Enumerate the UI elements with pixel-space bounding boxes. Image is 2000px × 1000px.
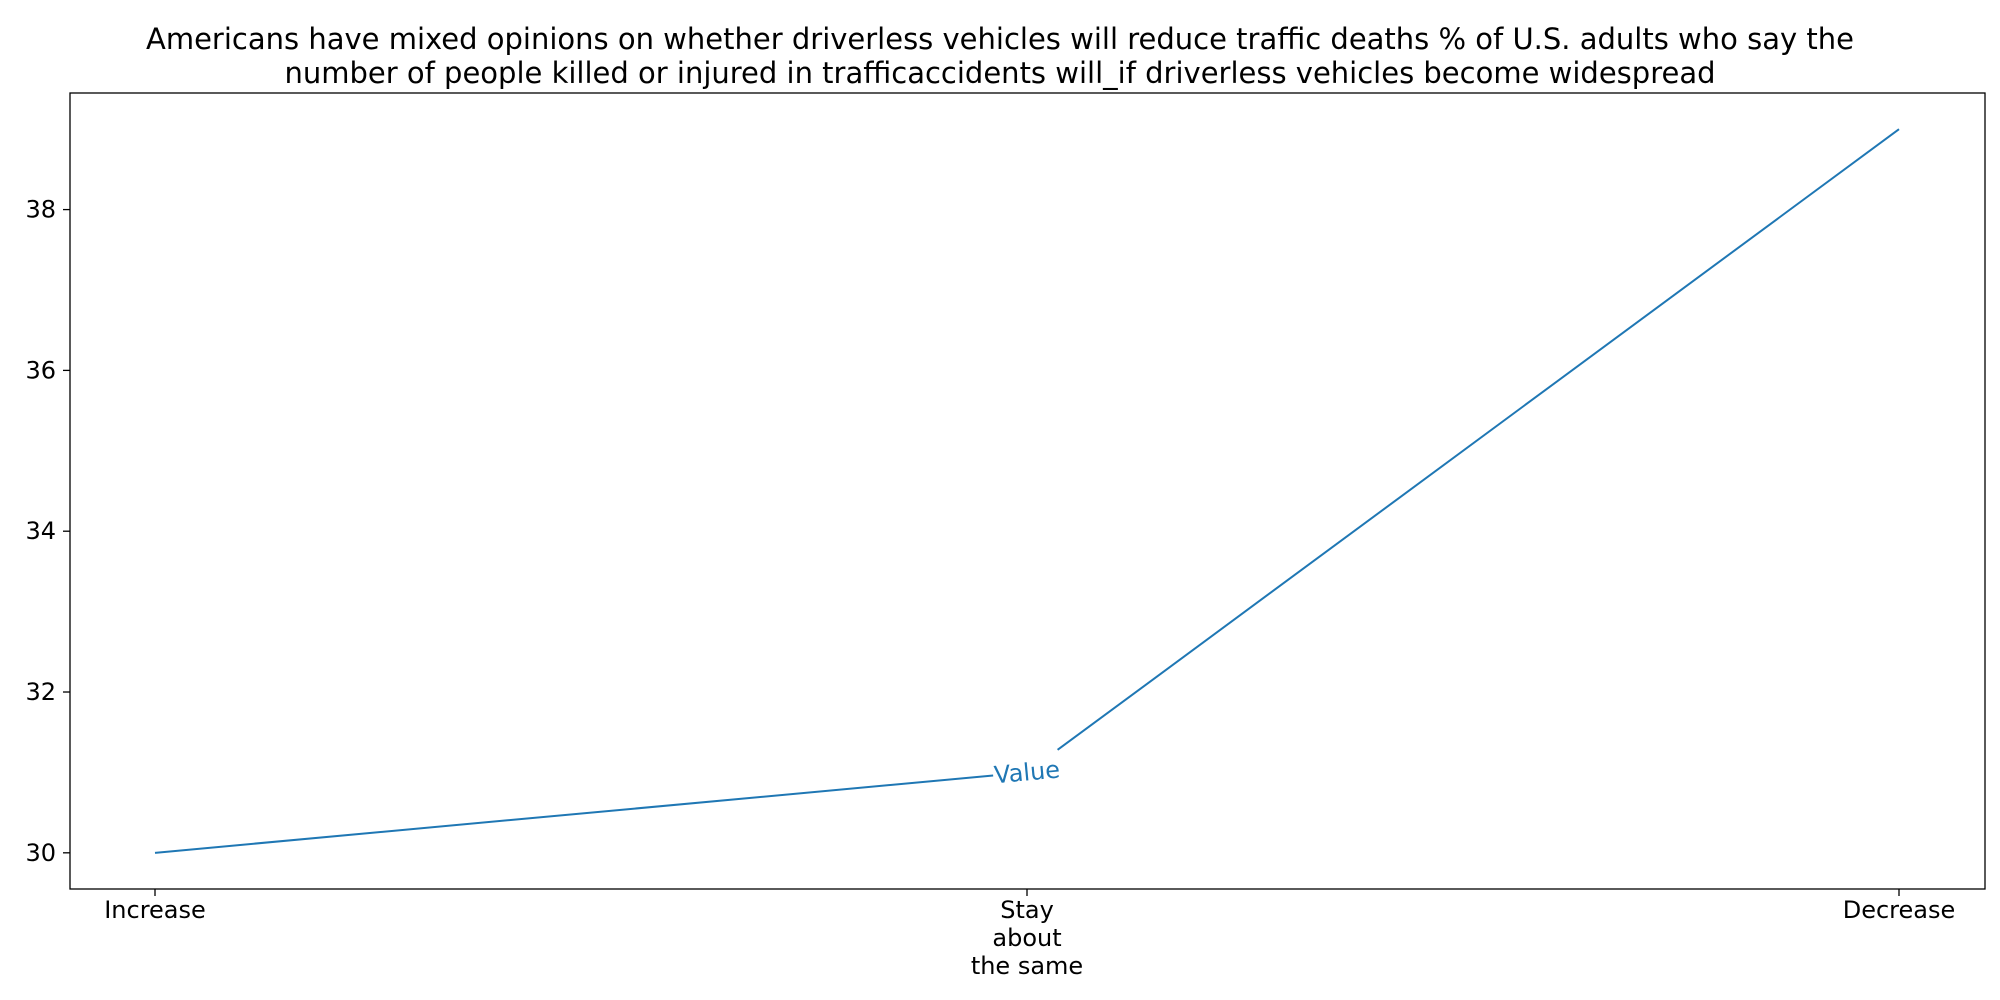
chart-title-line-2: number of people killed or injured in tr… (284, 56, 1716, 90)
y-tick-label: 30 (25, 839, 56, 867)
x-tick-label: Decrease (1843, 896, 1956, 924)
y-tick-label: 36 (25, 356, 56, 384)
series-inline-label: Value (993, 755, 1061, 789)
x-tick-label: Increase (104, 896, 206, 924)
y-axis: 30 32 34 36 38 (25, 196, 70, 867)
x-tick-label: Stay (1000, 896, 1054, 924)
y-tick-label: 32 (25, 678, 56, 706)
series-line-segment (1056, 128, 1900, 751)
chart-title: Americans have mixed opinions on whether… (0, 22, 2000, 90)
series-layer: Value (154, 128, 1900, 854)
series-line-segment (154, 774, 994, 854)
chart-title-line-1: Americans have mixed opinions on whether… (146, 22, 1854, 56)
x-tick-label: the same (971, 952, 1083, 980)
y-tick-label: 38 (25, 196, 56, 224)
y-tick-label: 34 (25, 517, 56, 545)
x-tick-label: about (992, 924, 1061, 952)
